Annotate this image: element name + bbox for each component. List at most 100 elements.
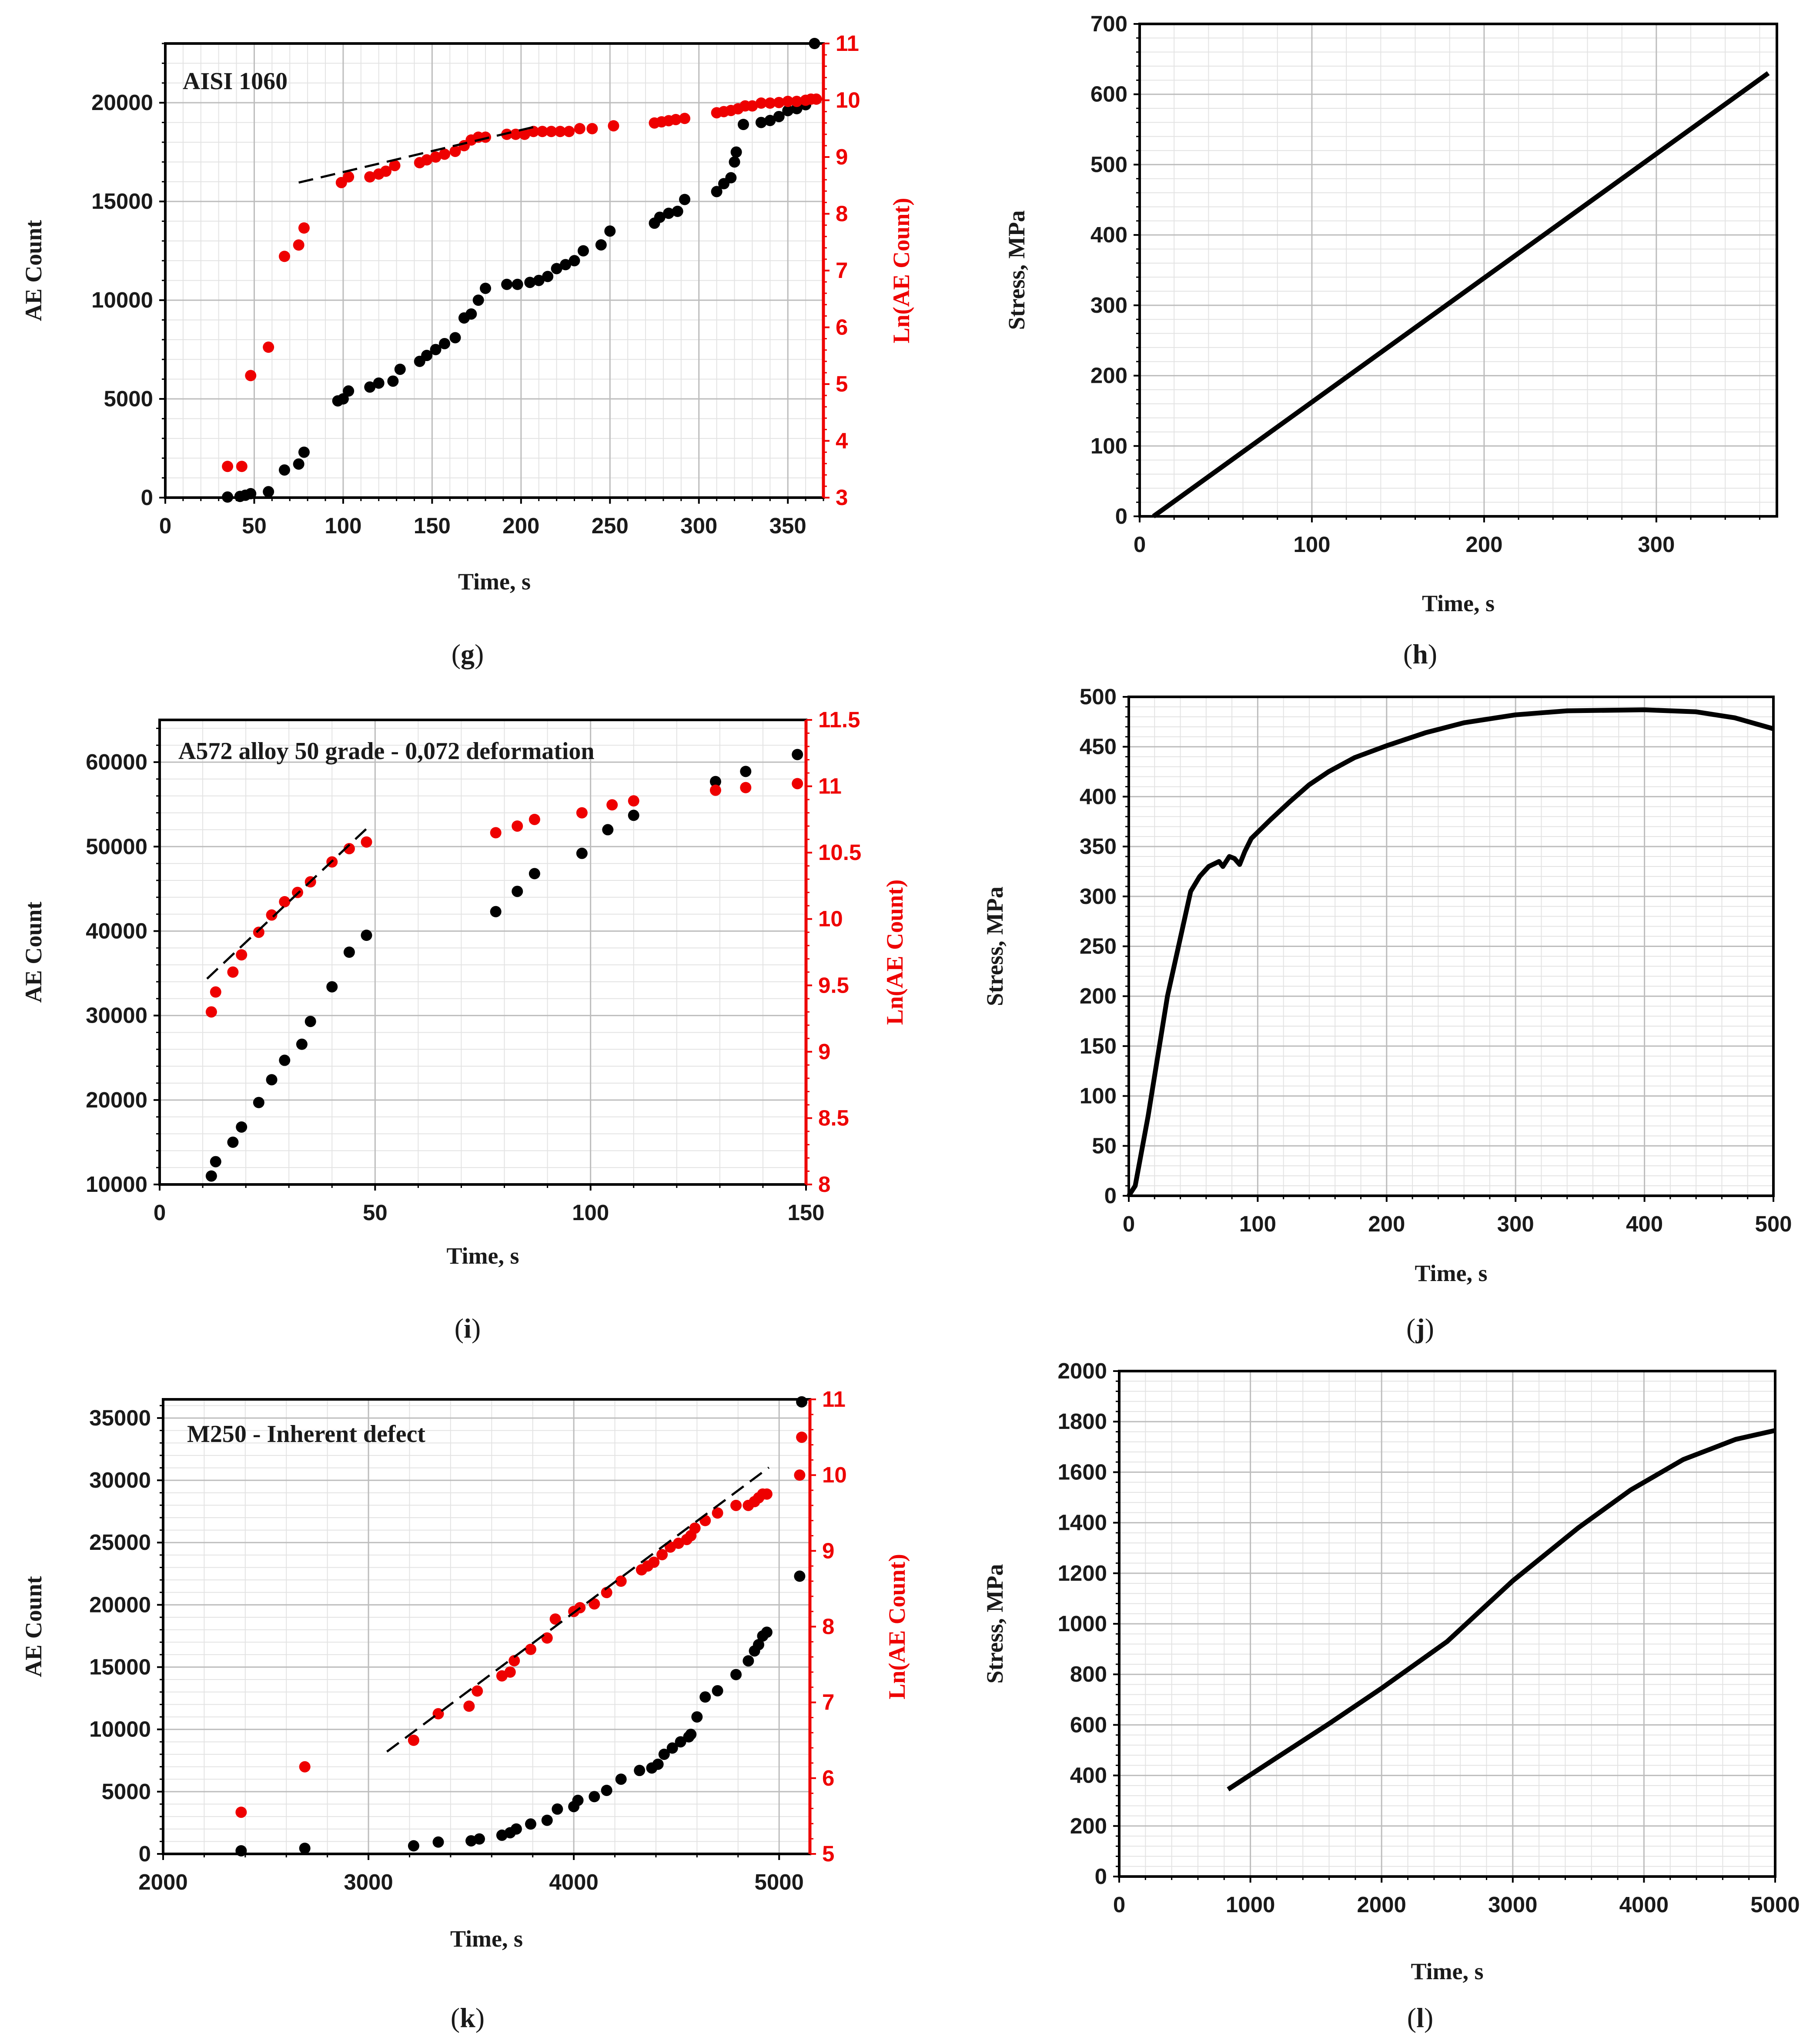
x-tick-label: 400 bbox=[1626, 1211, 1663, 1236]
y-tick-label: 150 bbox=[1080, 1034, 1117, 1058]
ae-count-point bbox=[634, 1765, 646, 1776]
ln-ae-count-point bbox=[810, 93, 822, 105]
ln-ae-count-point bbox=[380, 165, 392, 177]
y2-tick-label: 3 bbox=[836, 485, 848, 510]
ae-count-point bbox=[552, 1803, 563, 1815]
y2-tick-label: 9 bbox=[836, 144, 848, 169]
ln-ae-count-point bbox=[541, 1632, 553, 1644]
plot-area bbox=[165, 43, 823, 498]
y-tick-label: 10000 bbox=[89, 1717, 151, 1742]
ln-ae-count-point bbox=[236, 949, 248, 961]
ae-count-point bbox=[293, 458, 304, 470]
ln-ae-count-point bbox=[615, 1576, 627, 1587]
ln-ae-count-point bbox=[755, 97, 767, 109]
x-tick-label: 5000 bbox=[754, 1870, 803, 1894]
y2-tick-label: 10 bbox=[818, 907, 843, 931]
x-tick-label: 0 bbox=[1134, 532, 1146, 557]
ae-count-point bbox=[730, 146, 742, 158]
ln-ae-count-point bbox=[563, 126, 575, 137]
y-tick-label: 20000 bbox=[91, 90, 153, 115]
x-tick-label: 350 bbox=[769, 513, 806, 538]
ln-ae-count-point bbox=[298, 222, 310, 234]
x-tick-label: 4000 bbox=[1619, 1892, 1669, 1917]
x-tick-label: 500 bbox=[1755, 1211, 1792, 1236]
y-tick-label: 500 bbox=[1090, 152, 1127, 177]
x-tick-label: 300 bbox=[1497, 1211, 1534, 1236]
ln-ae-count-point bbox=[463, 1700, 475, 1712]
ae-count-point bbox=[408, 1840, 419, 1852]
ln-ae-count-point bbox=[508, 1655, 520, 1666]
y-tick-label: 600 bbox=[1070, 1712, 1107, 1737]
ae-count-point bbox=[577, 245, 589, 257]
ln-ae-count-point bbox=[263, 341, 274, 353]
ae-count-point bbox=[753, 1639, 764, 1651]
ae-count-point bbox=[709, 776, 721, 787]
y-tick-label: 200 bbox=[1070, 1813, 1107, 1838]
ae-count-point bbox=[602, 824, 614, 836]
y-tick-label: 15000 bbox=[91, 189, 153, 214]
plot-frame bbox=[1138, 23, 1778, 518]
ln-ae-count-point bbox=[253, 927, 264, 938]
ln-ae-count-point bbox=[490, 827, 502, 839]
y-tick-label: 600 bbox=[1090, 82, 1127, 107]
plot-area bbox=[1140, 24, 1777, 516]
ae-count-point bbox=[672, 205, 683, 217]
ae-count-point bbox=[654, 211, 666, 223]
ln-ae-count-point bbox=[764, 97, 776, 109]
y-tick-label: 0 bbox=[1104, 1183, 1117, 1208]
ln-ae-count-point bbox=[656, 1549, 668, 1561]
y-tick-label: 10000 bbox=[91, 288, 153, 312]
y-tick-label: 400 bbox=[1080, 784, 1117, 809]
x-tick-label: 150 bbox=[414, 513, 451, 538]
ae-count-point bbox=[576, 847, 588, 859]
ae-count-point bbox=[235, 1845, 247, 1857]
ln-ae-count-point bbox=[439, 148, 451, 160]
ae-count-point bbox=[773, 110, 785, 122]
y2-tick-label: 5 bbox=[836, 371, 848, 396]
ae-count-point bbox=[473, 1833, 485, 1845]
ae-count-point bbox=[730, 1669, 742, 1680]
ae-count-point bbox=[725, 172, 737, 184]
ln-ae-count-point bbox=[782, 96, 794, 107]
y-tick-label: 200 bbox=[1080, 984, 1117, 1008]
series-ae-count bbox=[235, 1396, 808, 1857]
y-tick-label: 0 bbox=[139, 1841, 151, 1866]
y-tick-label: 250 bbox=[1080, 934, 1117, 959]
ln-ae-count-point bbox=[389, 160, 401, 171]
panel-label: (j) bbox=[1406, 1313, 1434, 1344]
ae-count-point bbox=[364, 381, 376, 393]
series-ln-ae-count- bbox=[235, 1432, 808, 1818]
ln-ae-count-point bbox=[712, 1507, 723, 1519]
y-tick-label: 40000 bbox=[86, 918, 147, 943]
y-tick-label: 35000 bbox=[89, 1405, 151, 1430]
ae-count-point bbox=[279, 1054, 291, 1066]
ae-count-point bbox=[628, 810, 639, 821]
ln-ae-count-point bbox=[689, 1522, 701, 1534]
ln-ae-count-point bbox=[364, 171, 376, 183]
y-tick-label: 2000 bbox=[1058, 1358, 1107, 1383]
ae-count-point bbox=[394, 363, 406, 375]
plot-area bbox=[163, 1399, 810, 1854]
ln-ae-count-point bbox=[574, 123, 585, 134]
y-tick-label: 20000 bbox=[86, 1087, 147, 1112]
chart-title: A572 alloy 50 grade - 0,072 deformation bbox=[178, 738, 595, 765]
ln-ae-count-point bbox=[278, 251, 290, 262]
panel-label: (l) bbox=[1407, 2002, 1433, 2033]
y-tick-label: 1400 bbox=[1058, 1510, 1107, 1535]
x-tick-label: 50 bbox=[242, 513, 267, 538]
y2-axis-label: Ln(AE Count) bbox=[888, 198, 914, 344]
ae-count-point bbox=[601, 1784, 612, 1796]
ln-ae-count-point bbox=[670, 114, 682, 125]
y-axis-label: AE Count bbox=[20, 1576, 47, 1677]
y2-tick-label: 11 bbox=[822, 1387, 846, 1412]
ae-count-point bbox=[743, 1655, 754, 1667]
y2-tick-label: 9 bbox=[822, 1538, 834, 1563]
ln-ae-count-point bbox=[589, 1598, 600, 1610]
ae-count-point bbox=[529, 868, 540, 880]
ae-count-point bbox=[432, 1836, 444, 1848]
y-tick-label: 50 bbox=[1092, 1133, 1117, 1158]
x-tick-label: 300 bbox=[680, 513, 717, 538]
x-axis-label: Time, s bbox=[1415, 1260, 1487, 1286]
x-tick-label: 4000 bbox=[549, 1870, 598, 1894]
ae-count-point bbox=[541, 1814, 553, 1826]
